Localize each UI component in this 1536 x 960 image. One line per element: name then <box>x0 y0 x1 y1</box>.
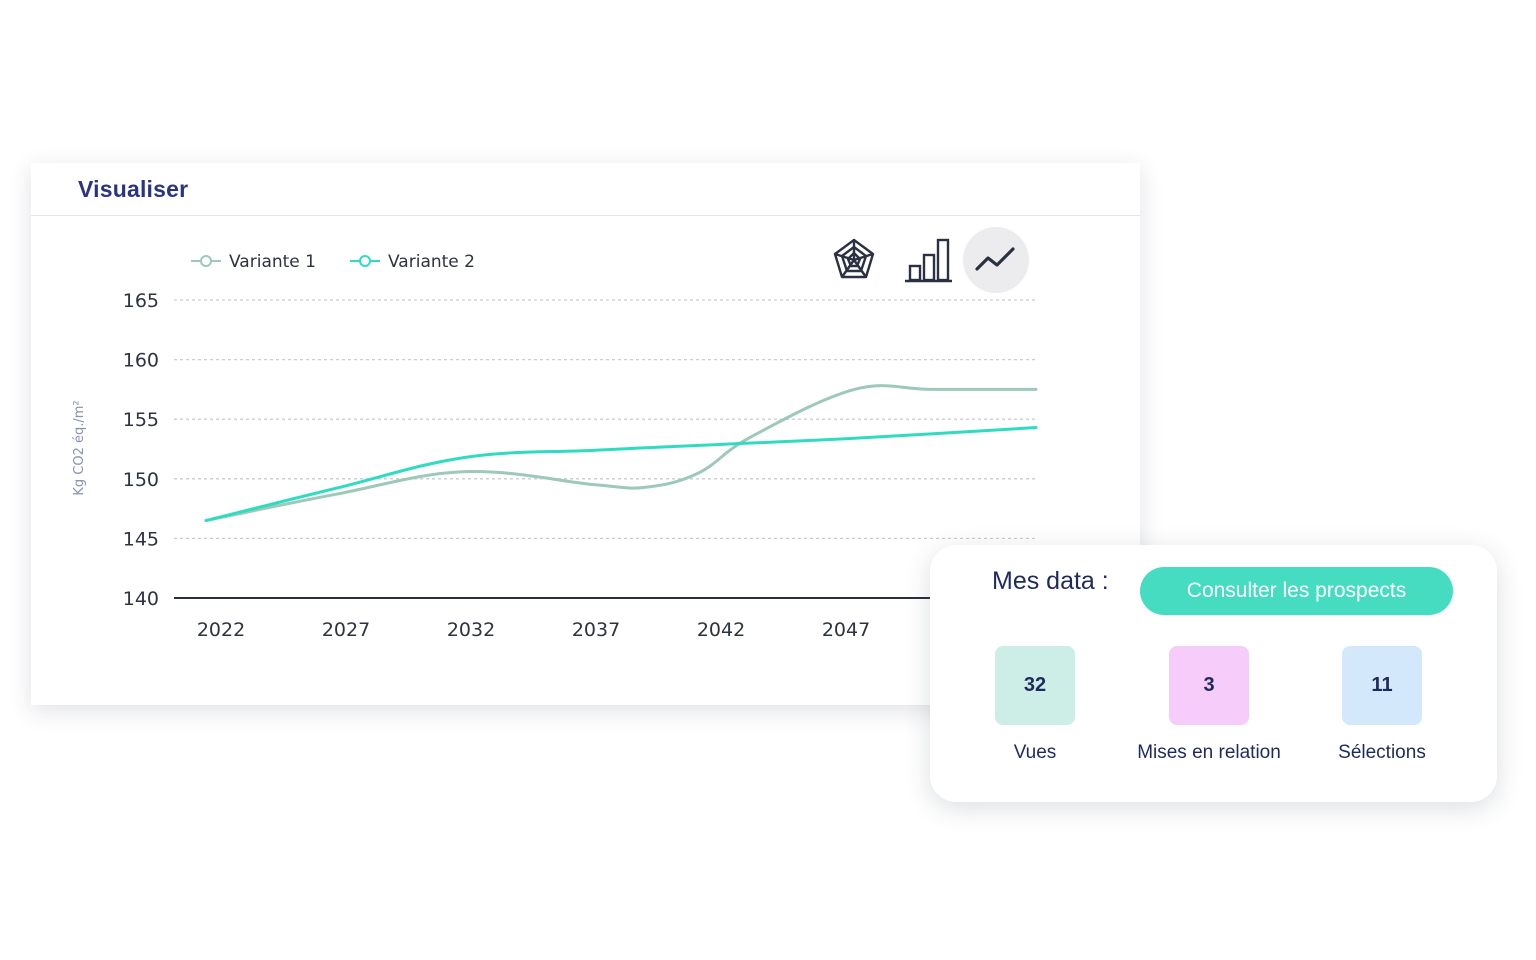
data-title: Mes data : <box>992 567 1109 595</box>
stat-views-value: 32 <box>995 646 1075 725</box>
radar-view-button[interactable] <box>821 227 887 293</box>
y-axis-label: Kg CO2 éq./m² <box>72 400 87 495</box>
stat-views: 32 Vues <box>945 646 1125 764</box>
stat-connections-label: Mises en relation <box>1137 742 1281 763</box>
y-tick-label: 165 <box>123 290 159 312</box>
y-tick-label: 160 <box>123 350 159 372</box>
stat-selections: 11 Sélections <box>1292 646 1472 764</box>
stat-selections-label: Sélections <box>1338 742 1426 763</box>
y-tick-label: 140 <box>123 588 159 610</box>
stat-views-label: Vues <box>1013 742 1057 763</box>
line-view-button[interactable] <box>963 227 1029 293</box>
radar-chart-icon <box>833 238 875 279</box>
legend-marker-1 <box>200 255 212 267</box>
data-card: Mes data : Consulter les prospects 32 Vu… <box>930 545 1497 802</box>
stat-connections: 3 Mises en relation <box>1119 646 1299 764</box>
series-line-2 <box>204 426 1038 523</box>
y-tick-label: 145 <box>123 528 159 550</box>
series-line-1 <box>204 384 1038 523</box>
legend-label-2: Variante 2 <box>388 252 475 272</box>
card-header: Visualiser <box>31 163 1140 216</box>
card-title: Visualiser <box>78 175 189 202</box>
x-tick-label: 2037 <box>572 619 620 641</box>
y-tick-label: 155 <box>123 409 159 431</box>
line-chart-icon <box>975 247 1015 271</box>
x-tick-label: 2047 <box>822 619 870 641</box>
legend-marker-2 <box>359 255 371 267</box>
stat-selections-value: 11 <box>1342 646 1422 725</box>
x-tick-label: 2032 <box>447 619 495 641</box>
x-tick-label: 2042 <box>697 619 745 641</box>
data-header: Mes data : <box>992 567 1109 596</box>
chart-card: Visualiser 140 145 150 155 160 165 2022 2027 203… <box>31 163 1140 705</box>
stat-connections-value: 3 <box>1169 646 1249 725</box>
line-chart: 140 145 150 155 160 165 2022 2027 2032 2037 2042 20… <box>72 252 1038 641</box>
legend-label-1: Variante 1 <box>229 252 316 272</box>
y-tick-label: 150 <box>123 469 159 491</box>
consult-prospects-button[interactable]: Consulter les prospects <box>1140 567 1453 615</box>
x-tick-label: 2022 <box>197 619 245 641</box>
x-tick-label: 2027 <box>322 619 370 641</box>
bar-view-button[interactable] <box>895 227 961 293</box>
bar-chart-icon <box>905 238 952 283</box>
